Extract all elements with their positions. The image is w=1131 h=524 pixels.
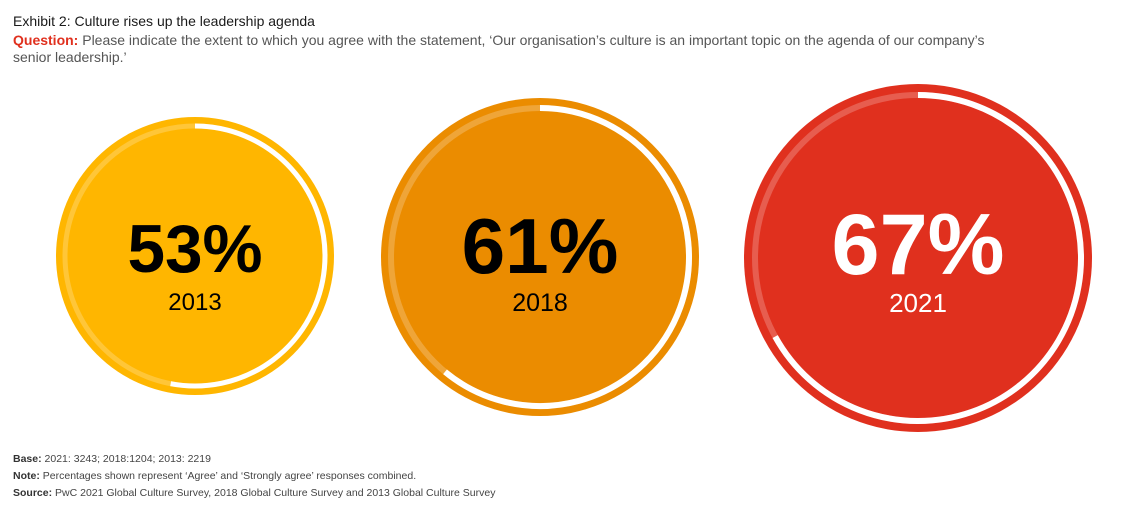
gauge-value: 53% <box>127 212 262 287</box>
gauge-progress-arc <box>170 123 328 389</box>
footer-base: Base: 2021: 3243; 2018:1204; 2013: 2219 <box>13 453 211 465</box>
question-text: Please indicate the extent to which you … <box>13 32 985 65</box>
gauge-2013: 53%2013 <box>56 117 334 395</box>
gauge-2018: 61%2018 <box>381 98 699 416</box>
footer-source: Source: PwC 2021 Global Culture Survey, … <box>13 487 496 499</box>
gauge-disc <box>744 84 1092 432</box>
exhibit-title: Exhibit 2: Culture rises up the leadersh… <box>13 13 315 29</box>
gauge-year: 2018 <box>512 289 568 317</box>
gauge-progress-arc <box>443 105 692 409</box>
gauge-year: 2021 <box>889 288 947 318</box>
footer-note: Note: Percentages shown represent ‘Agree… <box>13 470 417 482</box>
gauge-2021: 67%2021 <box>744 84 1092 432</box>
gauge-value: 67% <box>832 197 1005 293</box>
question-label: Question: <box>13 32 79 48</box>
gauge-disc <box>381 98 699 416</box>
gauge-disc <box>56 117 334 395</box>
gauge-value: 61% <box>462 202 619 290</box>
gauge-progress-arc <box>772 92 1084 424</box>
question: Question: Please indicate the extent to … <box>13 32 993 66</box>
gauge-year: 2013 <box>168 289 221 316</box>
